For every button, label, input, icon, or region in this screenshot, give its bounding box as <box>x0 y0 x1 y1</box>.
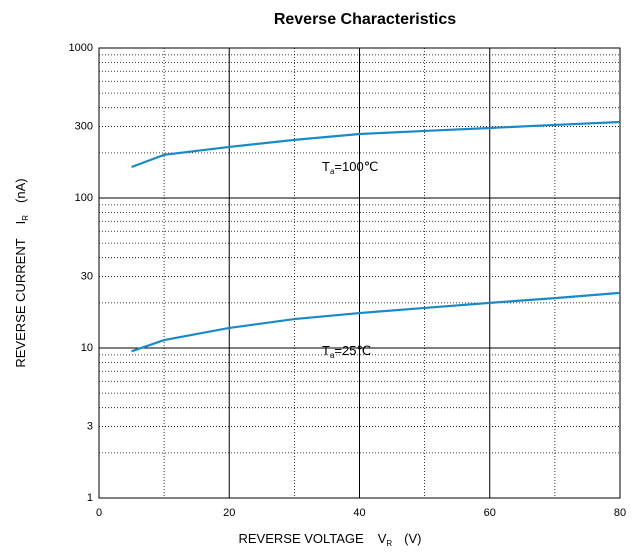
x-label-main: REVERSE VOLTAGE <box>238 531 364 546</box>
y-axis-label: REVERSE CURRENT IR (nA) <box>13 178 30 367</box>
y-tick-label: 100 <box>75 192 93 204</box>
x-tick-label: 20 <box>223 507 235 519</box>
x-tick-label: 0 <box>96 507 102 519</box>
y-label-unit: (nA) <box>13 178 28 203</box>
x-tick-label: 40 <box>353 507 365 519</box>
y-tick-label: 3 <box>87 420 93 432</box>
y-tick-label: 1000 <box>69 42 93 54</box>
x-tick-label: 60 <box>484 507 496 519</box>
x-tick-label: 80 <box>614 507 626 519</box>
x-label-symbol: V <box>378 531 387 546</box>
annotation-sub: a <box>330 167 335 176</box>
y-label-sub: R <box>21 215 30 221</box>
annotation-symbol: T <box>322 159 330 174</box>
y-label-symbol: I <box>13 221 28 225</box>
annotation-text: =25℃ <box>334 343 371 358</box>
y-tick-label: 1 <box>87 492 93 504</box>
y-label-main: REVERSE CURRENT <box>13 238 28 367</box>
plot-frame <box>98 47 621 499</box>
annotation-sub: a <box>330 351 335 360</box>
annotation-symbol: T <box>322 343 330 358</box>
data-line <box>131 291 621 353</box>
annotation-text: =100℃ <box>334 159 378 174</box>
data-line <box>131 120 621 169</box>
y-tick-label: 10 <box>81 342 93 354</box>
y-tick-label: 300 <box>75 120 93 132</box>
x-label-sub: R <box>386 539 392 548</box>
x-axis-label: REVERSE VOLTAGE VR (V) <box>238 531 421 548</box>
annotation: Ta=100℃ <box>322 159 378 176</box>
chart-title: Reverse Characteristics <box>274 11 456 28</box>
x-label-unit: (V) <box>404 531 421 546</box>
y-tick-label: 30 <box>81 270 93 282</box>
annotation: Ta=25℃ <box>322 343 371 360</box>
